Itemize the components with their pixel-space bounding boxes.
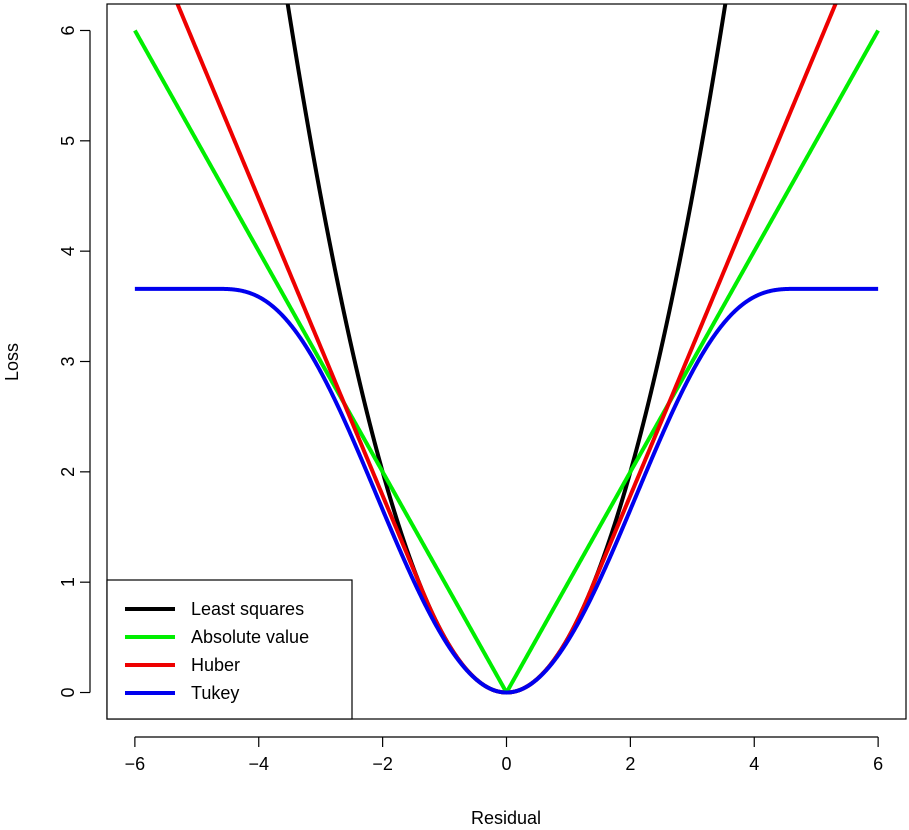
plot-frame [106,3,907,720]
legend: Least squares Absolute value Huber Tukey [106,579,353,720]
y-tick-label: 3 [58,356,78,366]
y-tick-label: 6 [58,25,78,35]
legend-box [106,579,353,720]
legend-label: Tukey [191,683,239,703]
x-tick-label: −4 [248,754,269,774]
y-tick-label: 1 [58,577,78,587]
x-tick-label: 4 [749,754,759,774]
curves-layer [133,4,880,695]
x-tick-label: −6 [125,754,146,774]
x-tick-label: 2 [625,754,635,774]
y-tick-label: 4 [58,246,78,256]
x-axis-label: Residual [471,808,541,828]
x-axis: −6 −4 −2 0 2 4 6 [125,736,883,774]
y-axis: 0 1 2 3 4 5 6 [58,25,91,698]
legend-label: Absolute value [191,627,309,647]
y-tick-label: 0 [58,688,78,698]
y-axis-label: Loss [2,343,22,381]
x-tick-label: 0 [501,754,511,774]
x-tick-label: −2 [372,754,393,774]
legend-label: Least squares [191,599,304,619]
x-tick-label: 6 [873,754,883,774]
y-tick-label: 2 [58,467,78,477]
series-line-tukey [133,286,880,695]
y-tick-label: 5 [58,136,78,146]
legend-label: Huber [191,655,240,675]
